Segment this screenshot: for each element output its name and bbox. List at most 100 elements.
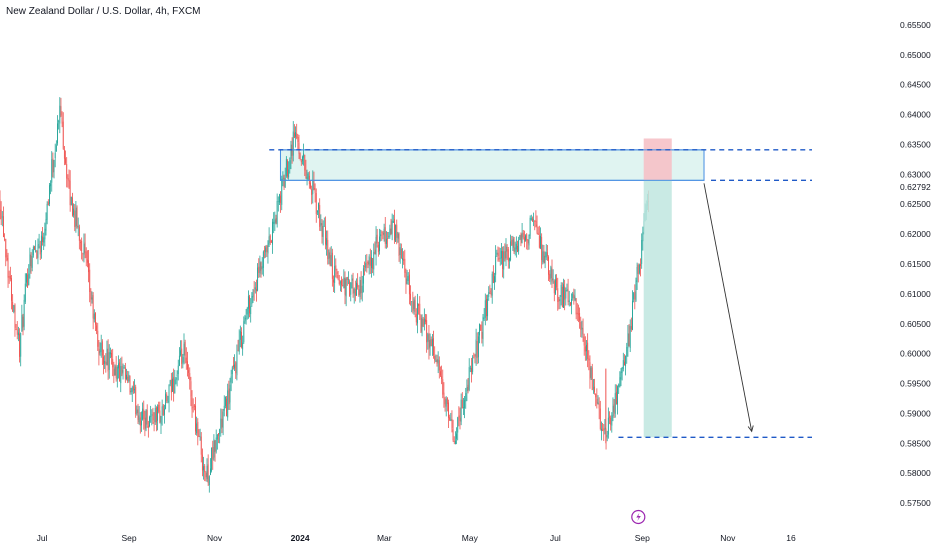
drawing-tools-layer[interactable] (269, 138, 812, 439)
candle (351, 274, 353, 289)
candle (275, 214, 277, 225)
candle (382, 231, 384, 240)
candle (469, 365, 471, 373)
candle (6, 249, 8, 262)
candle (5, 238, 7, 267)
candle (97, 322, 99, 351)
position-stop-zone[interactable] (643, 138, 672, 181)
candle (505, 238, 507, 267)
candle (480, 324, 482, 331)
price-axis[interactable]: 0.65500 0.65000 0.64500 0.64000 0.63500 0.630… (900, 20, 931, 508)
candle (558, 296, 560, 310)
candle (371, 250, 372, 278)
candle (435, 354, 437, 363)
candle (373, 243, 375, 276)
candle (536, 215, 538, 235)
candle (548, 255, 549, 281)
candle (399, 243, 401, 264)
candle (188, 364, 190, 380)
candle (589, 355, 591, 389)
candle (19, 328, 20, 363)
candle (147, 420, 149, 438)
candle (257, 263, 259, 292)
candle (354, 280, 356, 302)
candle (613, 398, 615, 418)
candle (458, 406, 460, 427)
candle (51, 151, 53, 192)
candle (50, 180, 52, 195)
candle (522, 229, 524, 240)
candle (132, 381, 134, 394)
candle (328, 249, 330, 265)
candle (13, 304, 15, 314)
time-tick-label: Mar (377, 533, 392, 543)
candle (17, 326, 19, 342)
candle (336, 268, 338, 279)
candle (529, 215, 531, 239)
candle (149, 415, 150, 428)
candle (106, 340, 108, 366)
candle (178, 347, 180, 367)
supply-zone-rect[interactable] (279, 149, 705, 181)
candle (211, 447, 213, 473)
candle (456, 427, 457, 445)
candle (537, 226, 539, 235)
candle (331, 248, 333, 287)
candle (135, 384, 137, 418)
time-axis[interactable]: Jul Sep Nov 2024 Mar May Jul Sep Nov 16 (37, 509, 796, 544)
candle (330, 246, 332, 267)
candle (405, 268, 407, 294)
candle (552, 269, 554, 284)
candle (74, 204, 76, 232)
candle (219, 428, 221, 444)
price-tick-label: 0.62500 (900, 199, 931, 209)
candle (185, 347, 187, 370)
candle (154, 404, 156, 425)
candle (201, 448, 203, 477)
candle (496, 249, 498, 257)
candle (564, 279, 566, 311)
candle (538, 225, 540, 249)
candle (314, 183, 316, 203)
candle (533, 212, 535, 227)
candle (245, 308, 247, 325)
candle (627, 324, 629, 357)
candle (62, 112, 64, 151)
candle (495, 245, 497, 283)
candle (381, 230, 383, 241)
candle (492, 265, 494, 284)
candle (615, 384, 617, 405)
candle (86, 250, 88, 268)
candle (249, 294, 250, 318)
candle (27, 268, 29, 289)
price-tick-label: 0.62000 (900, 229, 931, 239)
candle (285, 156, 287, 178)
candle (200, 432, 202, 463)
candle (198, 429, 200, 437)
candle (90, 288, 92, 307)
projection-arrow[interactable] (703, 183, 753, 432)
position-target-zone[interactable] (643, 180, 672, 438)
candle (532, 216, 533, 223)
candle (100, 334, 102, 358)
candle (431, 334, 433, 356)
candle (316, 210, 318, 215)
candle (617, 385, 618, 415)
candle (474, 353, 476, 364)
candle (210, 458, 211, 476)
candle (161, 399, 163, 426)
candle (191, 390, 193, 418)
candle (243, 316, 245, 344)
candle (566, 283, 568, 292)
time-tick-label: Sep (635, 533, 650, 543)
candle (385, 231, 387, 249)
candle (620, 368, 622, 387)
candle (376, 228, 378, 248)
candle (296, 123, 298, 140)
candle (520, 232, 522, 247)
candle (39, 240, 41, 261)
candle (139, 412, 141, 434)
candle (215, 429, 217, 454)
candle (453, 436, 455, 445)
